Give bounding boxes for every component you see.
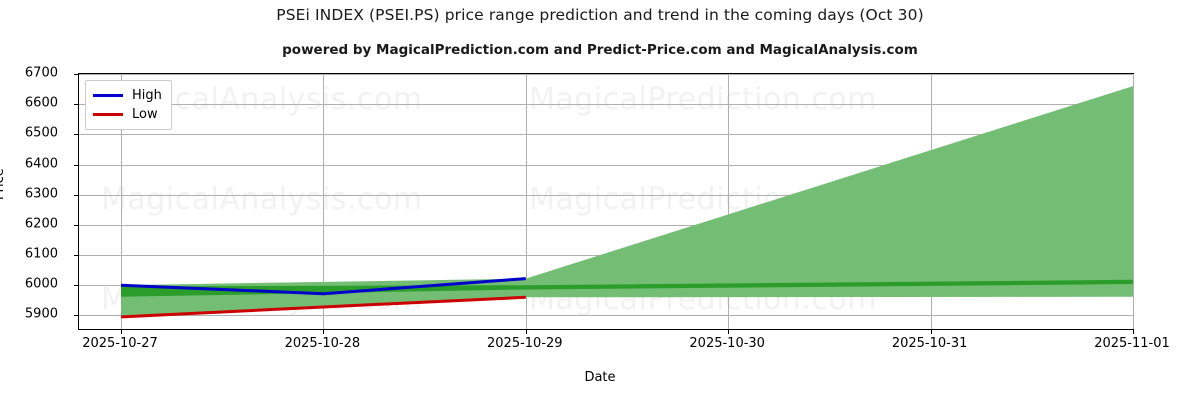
y-axis-tick-label: 6100: [24, 246, 58, 262]
gridline-horizontal: [79, 74, 1133, 75]
legend-swatch-high-icon: [93, 94, 123, 97]
gridline-vertical: [525, 74, 527, 329]
y-axis-tick-label: 6300: [24, 186, 58, 202]
legend-item-high[interactable]: High: [93, 86, 162, 105]
legend-swatch-low-icon: [93, 113, 123, 116]
gridline-vertical: [121, 74, 122, 329]
x-axis-tick-label: 2025-10-28: [284, 336, 361, 351]
series-line-low: [120, 295, 526, 319]
y-axis-tick-mark: [74, 285, 79, 287]
y-axis-tick-label: 6000: [24, 276, 58, 292]
gridline-horizontal: [79, 104, 1133, 106]
prediction-trend-inner: [121, 279, 1133, 297]
gridline-vertical: [323, 74, 325, 329]
page-title: PSEi INDEX (PSEI.PS) price range predict…: [276, 6, 924, 24]
x-axis-title: Date: [584, 370, 616, 385]
gridline-horizontal: [79, 194, 1133, 196]
prediction-range-outer: [121, 86, 1133, 317]
x-axis-tick-mark: [525, 329, 527, 334]
y-axis-tick-mark: [74, 104, 79, 106]
gridline-horizontal: [79, 224, 1133, 226]
y-axis-tick-label: 6500: [24, 125, 58, 141]
y-axis-tick-mark: [74, 74, 79, 75]
y-axis-tick-mark: [74, 315, 79, 317]
y-axis-tick-mark: [74, 194, 79, 196]
y-axis-title: Price: [0, 168, 7, 200]
chart-legend: High Low: [85, 80, 172, 130]
x-axis-tick-label: 2025-10-31: [891, 336, 968, 351]
y-axis-tick-label: 5900: [24, 306, 58, 322]
page-subtitle: powered by MagicalPrediction.com and Pre…: [282, 42, 918, 58]
x-axis-tick-label: 2025-10-29: [487, 336, 563, 351]
x-axis-tick-mark: [121, 329, 122, 334]
y-axis-tick-label: 6600: [24, 95, 58, 111]
y-axis-tick-mark: [74, 134, 79, 136]
x-axis-tick-label: 2025-10-27: [82, 336, 158, 351]
x-axis-tick-mark: [930, 329, 932, 334]
gridline-horizontal: [79, 315, 1133, 317]
x-axis-tick-label: 2025-11-01: [1094, 336, 1170, 351]
x-axis-tick-mark: [1133, 329, 1134, 334]
x-axis-tick-mark: [728, 329, 730, 334]
y-axis-tick-label: 6700: [24, 65, 58, 81]
plot-area: MagicalAnalysis.com MagicalPrediction.co…: [74, 73, 1134, 334]
y-axis-tick-label: 6200: [24, 216, 58, 232]
gridline-vertical: [728, 74, 730, 329]
y-axis-tick-mark: [74, 224, 79, 226]
gridline-vertical: [1133, 74, 1134, 329]
series-line-high: [120, 277, 526, 296]
y-axis-tick-label: 6400: [24, 156, 58, 171]
legend-item-low[interactable]: Low: [93, 105, 162, 124]
prediction-band-layer: [121, 86, 1133, 317]
x-axis-tick-label: 2025-10-30: [689, 336, 765, 351]
legend-label-high: High: [132, 88, 162, 103]
series-line-layer: [120, 277, 526, 319]
gridline-horizontal: [79, 134, 1133, 136]
y-axis-tick-mark: [74, 255, 79, 257]
gridline-horizontal: [79, 164, 1133, 166]
legend-label-low: Low: [132, 107, 158, 122]
y-axis-tick-mark: [74, 164, 79, 166]
x-axis-tick-mark: [323, 329, 325, 334]
